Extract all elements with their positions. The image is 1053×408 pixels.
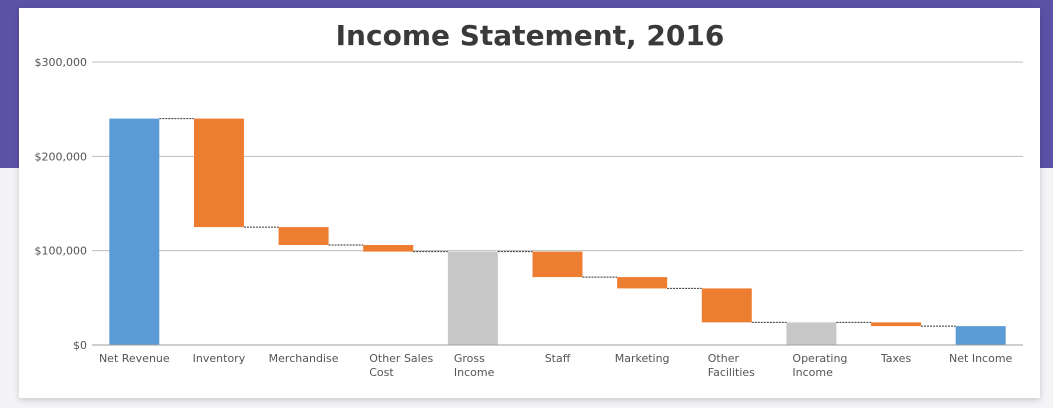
bar-0: [109, 118, 160, 345]
bar-4: [447, 251, 498, 345]
x-tick-label: Other Sales: [369, 352, 433, 365]
y-tick-label: $200,000: [35, 150, 88, 163]
x-axis-labels: Net Revenue Inventory Merchandise Other Sal…: [99, 352, 1013, 379]
gridlines: [92, 61, 1023, 252]
x-tick-label: Facilities: [708, 366, 755, 379]
x-tick-label: Other: [708, 352, 740, 365]
x-tick-label: Income: [792, 366, 833, 379]
x-tick-label: Operating: [792, 352, 847, 365]
x-tick-label: Marketing: [615, 352, 670, 365]
y-tick-label: $300,000: [35, 56, 88, 69]
bar-10: [955, 326, 1006, 345]
y-axis-ticks: $0 $100,000 $200,000 $300,000: [35, 56, 88, 352]
bar-7: [701, 288, 752, 323]
x-tick-label: Staff: [545, 352, 571, 365]
x-tick-label: Merchandise: [269, 352, 339, 365]
chart-title: Income Statement, 2016: [336, 19, 725, 52]
bars: [109, 118, 1006, 345]
bar-1: [193, 118, 244, 228]
x-tick-label: Income: [454, 366, 495, 379]
bar-5: [532, 251, 583, 278]
bar-6: [617, 277, 668, 289]
waterfall-chart: Income Statement, 2016 $0 $100,000 $200,00…: [35, 19, 1023, 379]
x-tick-label: Inventory: [193, 352, 246, 365]
bar-8: [786, 322, 837, 345]
bar-9: [871, 322, 922, 327]
bar-2: [278, 227, 329, 246]
connector-lines: [159, 118, 956, 327]
x-tick-label: Net Income: [949, 352, 1013, 365]
x-tick-label: Net Revenue: [99, 352, 170, 365]
y-tick-label: $100,000: [35, 245, 88, 258]
chart-card: Income Statement, 2016 $0 $100,000 $200,00…: [19, 8, 1040, 398]
y-tick-label: $0: [73, 339, 87, 352]
x-tick-label: Cost: [369, 366, 394, 379]
x-tick-label: Gross: [454, 352, 485, 365]
x-tick-label: Taxes: [880, 352, 912, 365]
bar-3: [363, 245, 414, 252]
